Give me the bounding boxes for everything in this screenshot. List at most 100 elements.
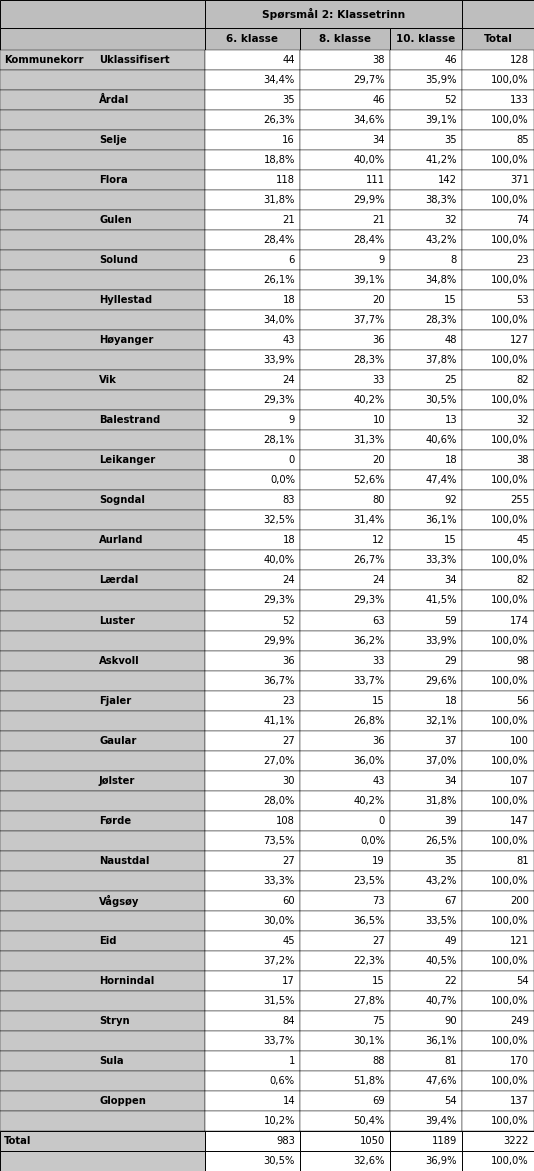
Text: 63: 63 xyxy=(372,616,385,625)
Text: Hyllestad: Hyllestad xyxy=(99,295,152,306)
Text: 40,0%: 40,0% xyxy=(354,155,385,165)
Text: 33: 33 xyxy=(373,656,385,665)
Text: 34: 34 xyxy=(444,775,457,786)
Bar xyxy=(300,28,390,50)
Bar xyxy=(462,1011,534,1030)
Bar xyxy=(462,1050,534,1071)
Bar xyxy=(462,290,534,310)
Text: 12: 12 xyxy=(372,535,385,546)
Text: Årdal: Årdal xyxy=(99,95,129,105)
Bar xyxy=(0,70,205,90)
Text: 0,6%: 0,6% xyxy=(270,1076,295,1086)
Bar xyxy=(0,630,205,651)
Bar xyxy=(462,390,534,410)
Bar xyxy=(0,210,205,231)
Text: Jølster: Jølster xyxy=(99,775,136,786)
Text: 73: 73 xyxy=(372,896,385,905)
Text: 23: 23 xyxy=(516,255,529,265)
Bar xyxy=(462,0,534,28)
Text: 37: 37 xyxy=(444,735,457,746)
Text: 100,0%: 100,0% xyxy=(491,995,529,1006)
Bar xyxy=(462,1071,534,1091)
Text: 6. klasse: 6. klasse xyxy=(226,34,279,44)
Text: 100,0%: 100,0% xyxy=(491,715,529,726)
Text: 28,4%: 28,4% xyxy=(354,235,385,245)
Bar xyxy=(205,1011,300,1030)
Text: 41,2%: 41,2% xyxy=(426,155,457,165)
Text: 100,0%: 100,0% xyxy=(491,515,529,526)
Bar xyxy=(0,1030,205,1050)
Bar xyxy=(205,790,300,810)
Bar xyxy=(300,150,390,170)
Bar xyxy=(205,1050,300,1071)
Bar xyxy=(390,1011,462,1030)
Bar xyxy=(462,830,534,850)
Text: 100,0%: 100,0% xyxy=(491,396,529,405)
Bar xyxy=(205,751,300,771)
Bar xyxy=(205,871,300,891)
Bar xyxy=(0,931,205,951)
Text: 21: 21 xyxy=(372,215,385,225)
Text: 49: 49 xyxy=(444,936,457,946)
Bar xyxy=(390,50,462,70)
Text: 38,3%: 38,3% xyxy=(426,196,457,205)
Text: Høyanger: Høyanger xyxy=(99,335,153,345)
Bar xyxy=(300,70,390,90)
Text: 92: 92 xyxy=(444,495,457,506)
Bar xyxy=(0,911,205,931)
Bar xyxy=(462,550,534,570)
Bar xyxy=(0,850,205,871)
Bar xyxy=(390,671,462,691)
Text: 37,2%: 37,2% xyxy=(263,956,295,966)
Bar xyxy=(205,310,300,330)
Bar xyxy=(390,951,462,971)
Text: 32: 32 xyxy=(516,416,529,425)
Text: 0: 0 xyxy=(379,816,385,826)
Bar xyxy=(462,350,534,370)
Text: 25: 25 xyxy=(444,375,457,385)
Bar xyxy=(205,1151,300,1171)
Text: 22: 22 xyxy=(444,975,457,986)
Bar xyxy=(0,651,205,671)
Bar xyxy=(462,1091,534,1111)
Text: 40,2%: 40,2% xyxy=(354,795,385,806)
Text: 26,5%: 26,5% xyxy=(426,836,457,845)
Text: 0,0%: 0,0% xyxy=(360,836,385,845)
Bar xyxy=(205,330,300,350)
Text: 41,5%: 41,5% xyxy=(426,596,457,605)
Bar xyxy=(390,630,462,651)
Text: 26,8%: 26,8% xyxy=(354,715,385,726)
Text: 43: 43 xyxy=(373,775,385,786)
Bar xyxy=(300,290,390,310)
Text: 18: 18 xyxy=(444,696,457,706)
Bar xyxy=(390,410,462,430)
Bar xyxy=(0,971,205,991)
Bar xyxy=(300,931,390,951)
Bar xyxy=(300,651,390,671)
Bar xyxy=(390,590,462,610)
Bar xyxy=(462,471,534,491)
Bar xyxy=(205,1131,300,1151)
Text: 100,0%: 100,0% xyxy=(491,956,529,966)
Text: 47,6%: 47,6% xyxy=(426,1076,457,1086)
Text: 35: 35 xyxy=(282,95,295,105)
Bar xyxy=(300,310,390,330)
Bar xyxy=(0,511,205,530)
Bar xyxy=(205,1030,300,1050)
Bar xyxy=(390,511,462,530)
Text: 19: 19 xyxy=(372,856,385,865)
Text: 128: 128 xyxy=(510,55,529,66)
Text: 31,8%: 31,8% xyxy=(426,795,457,806)
Bar xyxy=(300,891,390,911)
Bar xyxy=(0,410,205,430)
Bar xyxy=(0,231,205,251)
Bar xyxy=(0,991,205,1011)
Bar xyxy=(205,711,300,731)
Bar xyxy=(300,170,390,190)
Text: 47,4%: 47,4% xyxy=(426,475,457,486)
Bar xyxy=(462,410,534,430)
Text: 34,6%: 34,6% xyxy=(354,115,385,125)
Text: 0: 0 xyxy=(289,456,295,465)
Bar xyxy=(462,850,534,871)
Bar xyxy=(0,951,205,971)
